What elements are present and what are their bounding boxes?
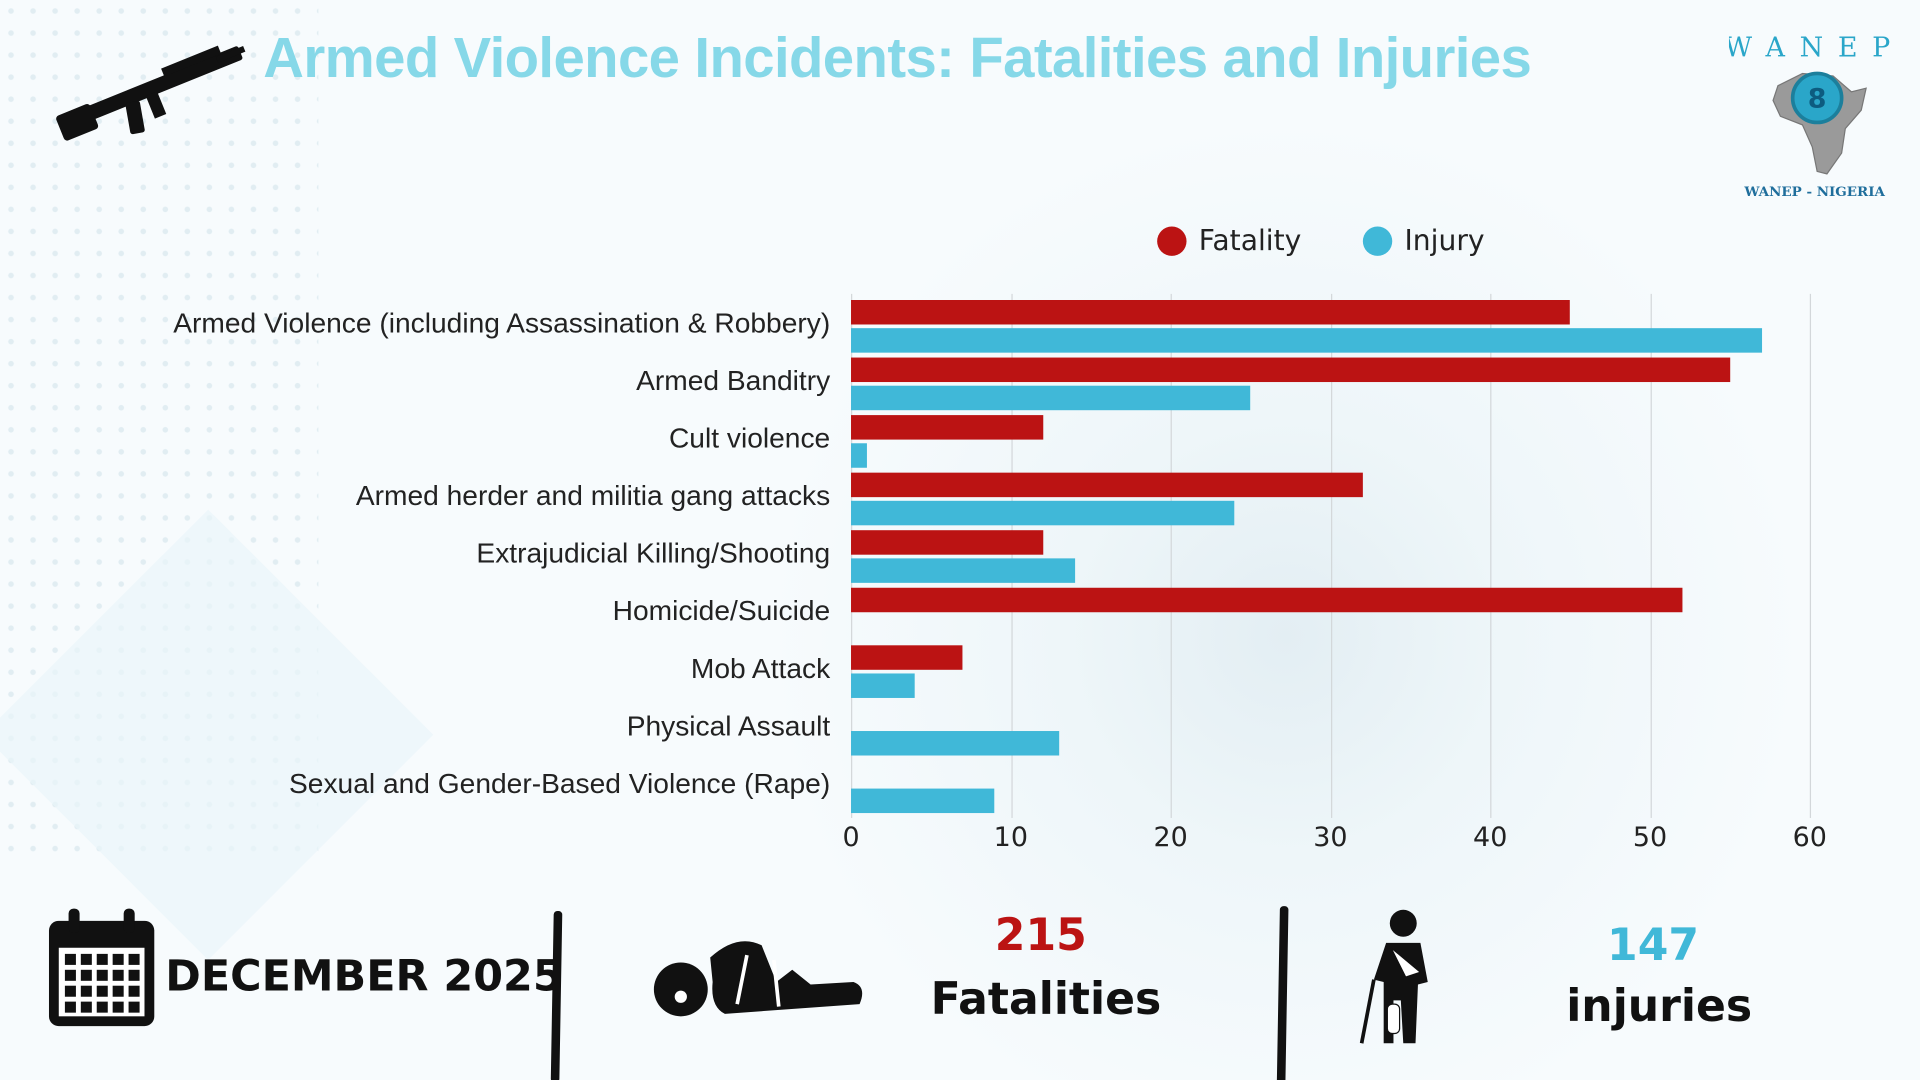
gridline <box>1330 293 1332 818</box>
fatality-bar <box>851 472 1363 498</box>
x-tick-label: 10 <box>993 822 1028 854</box>
injury-bar <box>851 731 1059 756</box>
category-label: Cult violence <box>668 421 831 454</box>
fatality-bar <box>851 415 1043 440</box>
svg-text:8: 8 <box>1808 84 1827 115</box>
category-label: Sexual and Gender-Based Violence (Rape) <box>289 767 831 799</box>
injury-bar <box>851 788 995 814</box>
rifle-icon <box>56 45 246 141</box>
gridline <box>1809 293 1812 818</box>
fatality-bar <box>851 357 1730 383</box>
category-label: Mob Attack <box>690 652 831 684</box>
category-label: Extrajudicial Killing/Shooting <box>476 536 831 569</box>
category-label: Armed Banditry <box>636 364 831 397</box>
x-tick-label: 50 <box>1632 822 1668 854</box>
x-tick-label: 40 <box>1473 822 1508 854</box>
injury-bar <box>851 673 915 698</box>
page-title: Armed Violence Incidents: Fatalities and… <box>263 25 1532 90</box>
injuries-count: 147 <box>1607 920 1700 972</box>
gridline <box>1490 293 1492 818</box>
x-tick-label: 20 <box>1153 822 1188 854</box>
injury-swatch <box>1362 226 1393 256</box>
fatalities-count: 215 <box>994 911 1087 962</box>
legend-label: Fatality <box>1198 225 1302 258</box>
logo-top-text: WANEP <box>1729 32 1900 63</box>
injuries-label: injuries <box>1566 982 1753 1033</box>
category-label: Armed Violence (including Assassination … <box>173 306 831 339</box>
period-label: DECEMBER 2025 <box>165 952 563 1002</box>
fatality-bar <box>851 645 963 670</box>
injury-bar <box>851 385 1251 411</box>
x-tick-label: 60 <box>1792 822 1827 854</box>
injured-person-icon <box>1359 909 1428 1044</box>
category-label: Homicide/Suicide <box>612 594 831 627</box>
injury-bar <box>851 558 1075 583</box>
calendar-icon <box>48 908 155 1027</box>
legend-fatality: Fatality <box>1157 225 1301 257</box>
divider <box>1276 906 1289 1080</box>
fatality-swatch <box>1157 226 1187 256</box>
fatality-bar <box>851 300 1571 325</box>
category-label: Physical Assault <box>626 709 831 742</box>
gridline <box>1170 293 1172 818</box>
injury-bar <box>851 328 1762 353</box>
category-label: Armed herder and militia gang attacks <box>355 479 831 512</box>
legend-injury: Injury <box>1362 225 1485 258</box>
fatalities-label: Fatalities <box>930 974 1162 1025</box>
fatality-bar <box>851 530 1043 555</box>
legend-label: Injury <box>1404 225 1485 258</box>
wanep-logo: 8 WANEP WANEP - NIGERIA <box>1724 12 1900 202</box>
x-tick-label: 0 <box>842 822 860 854</box>
x-tick-label: 30 <box>1313 822 1348 854</box>
divider <box>550 910 563 1080</box>
fatality-bar <box>851 587 1682 613</box>
lying-person-icon <box>653 941 863 1017</box>
injury-bar <box>851 443 867 468</box>
gridline <box>851 293 853 818</box>
gridline <box>1010 293 1013 818</box>
injury-bar <box>851 500 1235 526</box>
gridline <box>1650 293 1652 818</box>
svg-text:WANEP - NIGERIA: WANEP - NIGERIA <box>1743 184 1885 200</box>
